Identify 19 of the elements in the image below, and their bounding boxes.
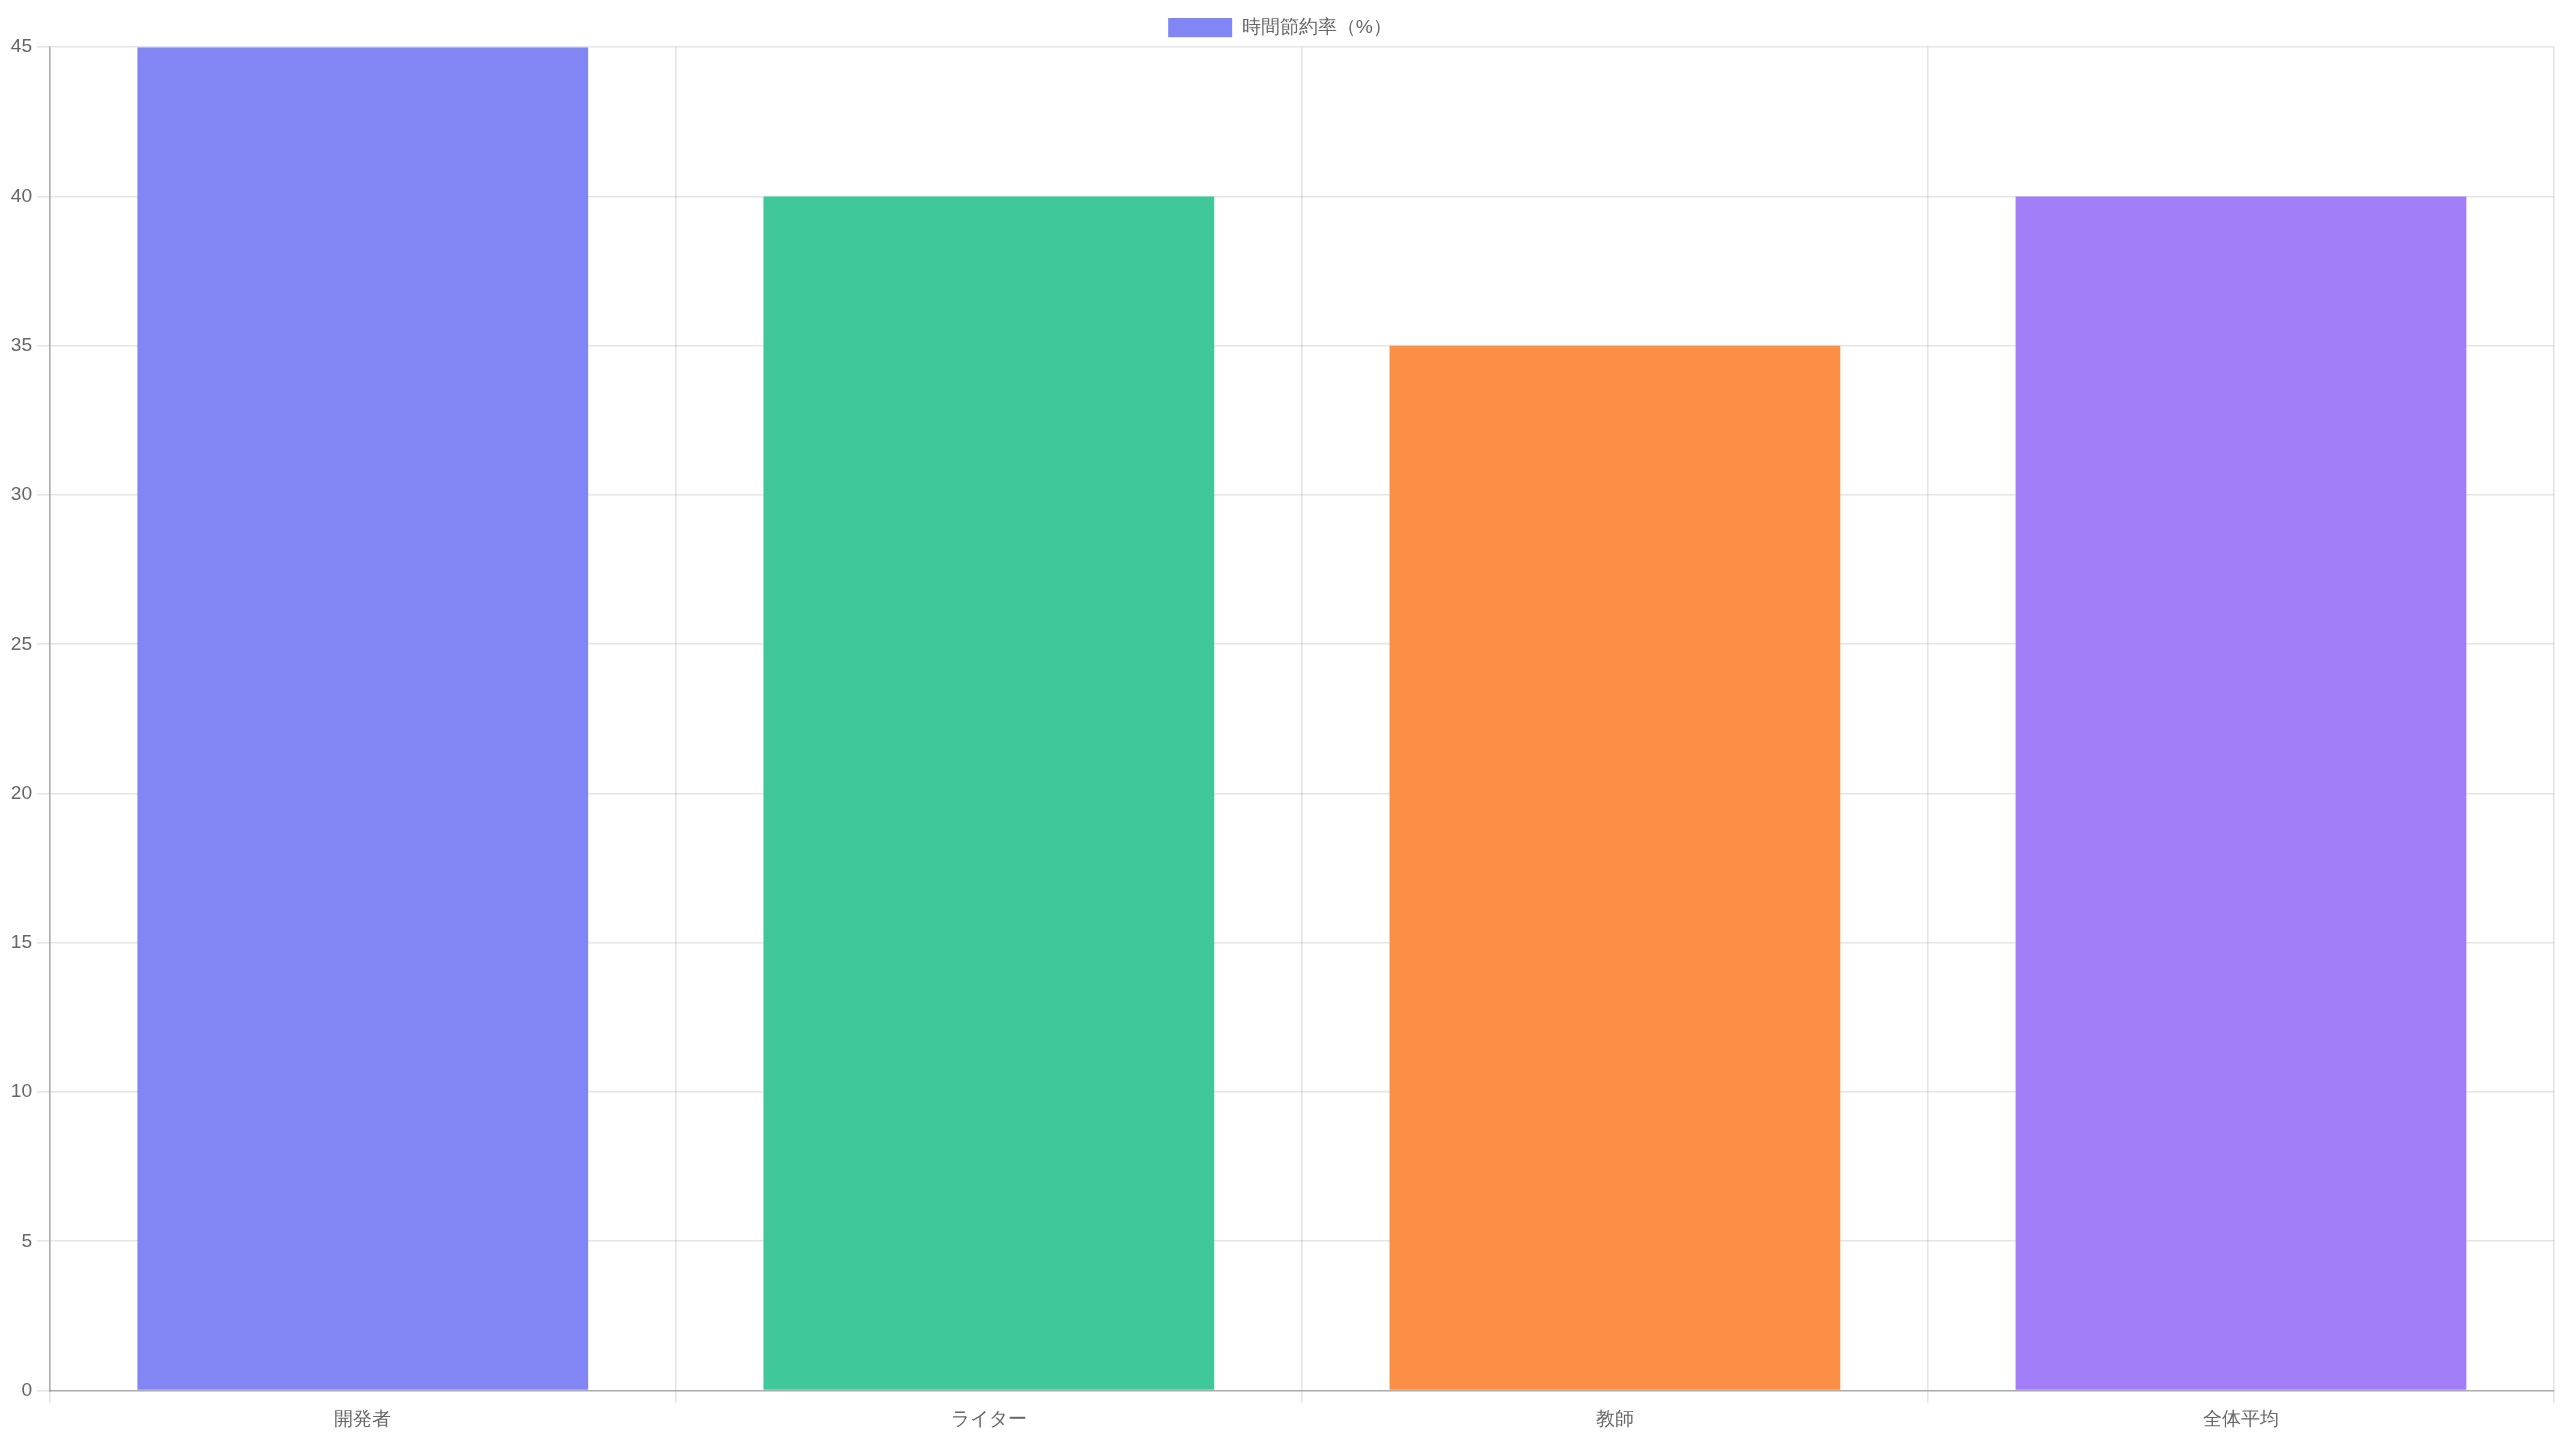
y-tick-label: 0 [21,1378,33,1400]
y-tick-label: 25 [10,632,33,654]
y-tick-label: 30 [10,483,33,505]
y-tick-label: 45 [10,35,33,57]
bar [763,196,1215,1390]
y-tick-label: 15 [10,931,33,953]
bar [2015,196,2467,1390]
bar [137,47,589,1390]
y-tick-label: 10 [10,1080,33,1102]
y-tick-label: 20 [10,781,33,803]
x-tick-label: 開発者 [334,1407,392,1429]
y-tick-label: 40 [10,184,33,206]
x-tick-label: 教師 [1595,1407,1634,1429]
x-tick-label: ライター [950,1407,1027,1429]
x-tick-label: 全体平均 [2202,1407,2279,1429]
y-tick-label: 5 [21,1229,33,1251]
y-tick-label: 35 [10,334,33,356]
bar [1389,345,1841,1390]
legend-label: 時間節約率（%） [1241,15,1392,37]
